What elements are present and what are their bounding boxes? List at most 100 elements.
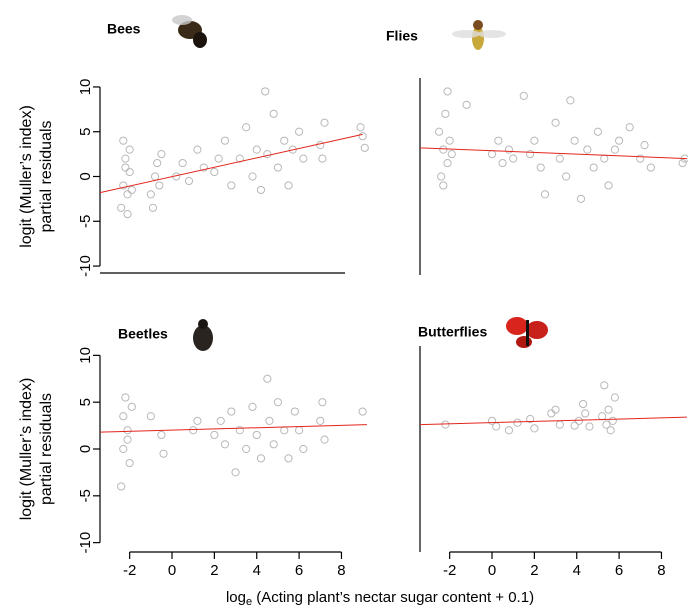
x-tick-label: -2 [123,562,136,579]
point [320,435,329,444]
point [269,440,278,449]
point [547,409,556,418]
point [284,181,293,190]
point [159,449,168,458]
point [119,181,128,190]
point [256,185,266,195]
point [269,109,278,118]
point [148,203,158,212]
point [210,430,219,440]
point [600,154,609,163]
point [551,405,560,414]
y-tick-label: -10 [77,255,94,277]
point [288,145,297,154]
point [646,163,655,172]
point [598,412,607,421]
point [487,416,497,426]
point [184,176,194,186]
point [636,154,645,163]
point [615,136,624,145]
point [498,158,507,168]
point [119,136,128,145]
point [519,91,528,101]
point [153,158,162,168]
point [263,150,272,159]
point [157,430,166,440]
point [526,150,535,159]
point [492,422,501,431]
point [123,190,132,199]
y-tick-label: 10 [77,79,94,96]
point [227,407,236,416]
point [280,136,289,145]
fit-line [99,133,363,194]
point [125,167,134,177]
point [123,210,132,219]
point [157,150,166,159]
point [504,426,514,435]
point [216,416,225,426]
x-tick-label: 2 [530,562,538,579]
point [117,482,126,491]
point [447,150,456,159]
butterfly-icon [506,317,548,348]
point [566,96,575,105]
point [284,454,293,463]
point [119,412,128,421]
point [583,145,592,154]
point [570,421,579,430]
point [608,416,617,426]
point [318,154,327,163]
point [555,420,564,429]
point [610,393,619,402]
point [356,123,365,132]
panel-title: Flies [386,28,418,44]
y-tick-label: 5 [77,128,94,136]
fly-icon [452,20,506,50]
point [530,424,539,433]
point [513,418,522,427]
point [678,158,687,168]
y-tick-label: 5 [77,398,94,406]
point [248,402,257,411]
point [273,163,283,172]
point [462,100,471,109]
point [263,374,272,383]
point [604,181,613,190]
x-tick-label: 4 [253,562,261,579]
point [261,87,270,96]
point [530,136,539,145]
point [227,181,236,190]
point [295,426,304,435]
point [242,444,251,454]
fit-line [419,416,687,426]
point [273,398,283,407]
point [526,414,535,424]
point [235,154,244,163]
point [360,143,369,152]
point [123,426,132,435]
point [570,136,579,145]
point [602,420,611,429]
point [536,163,545,172]
fit-line [419,147,687,160]
point [123,435,132,444]
point [316,416,325,426]
point [555,154,564,163]
bee-icon [172,15,207,48]
point [178,158,187,168]
point [235,426,244,435]
y-axis-label: logit (Muller’s index) [18,378,35,521]
y-tick-label: -5 [77,489,94,502]
y-axis-label: partial residuals [38,393,55,505]
x-axis-label: loge (Acting plant’s nectar sugar conten… [226,589,534,608]
point [604,405,613,414]
point [316,141,325,150]
point [434,127,444,136]
point [640,141,649,150]
point [299,444,308,454]
point [125,145,134,154]
y-tick-label: 0 [77,445,94,453]
point [252,145,261,154]
